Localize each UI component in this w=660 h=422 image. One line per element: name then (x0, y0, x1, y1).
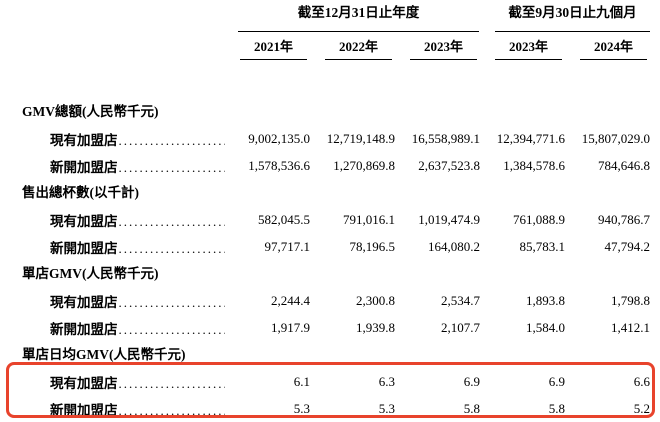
dot-leader (119, 376, 226, 392)
value-cell: 5.3 (378, 401, 395, 416)
section-title-row: 單店日均GMV(人民幣千元) (0, 341, 660, 368)
row-label: 新開加盟店 (50, 240, 118, 256)
row-label-cell: 新開加盟店 (0, 318, 225, 338)
value-cell: 2,637,523.8 (418, 158, 480, 173)
table-body: GMV總額(人民幣千元) 現有加盟店 9,002,135.0 12,719,148.9… (0, 98, 660, 422)
row-label: 現有加盟店 (50, 132, 118, 148)
year-header-cell: 2021年 (225, 32, 310, 60)
value-cell: 2,300.8 (356, 293, 395, 308)
header-body-gap (0, 60, 660, 98)
value-cell: 15,807,029.0 (581, 131, 650, 146)
value-cell: 1,798.8 (611, 293, 650, 308)
row-label-cell: 現有加盟店 (0, 372, 225, 392)
table-group-header-row: 截至12月31日止年度 截至9月30日止九個月 (0, 0, 660, 32)
year-header-spacer (0, 32, 225, 60)
column-group-year-ended-dec31: 截至12月31日止年度 (238, 0, 479, 32)
row-label-cell: 現有加盟店 (0, 291, 225, 311)
value-cell: 6.9 (463, 374, 480, 389)
table-row: 現有加盟店 6.1 6.3 6.9 6.9 6.6 (0, 368, 660, 395)
value-cell: 97,717.1 (264, 239, 311, 254)
row-label: 新開加盟店 (50, 159, 118, 175)
dot-leader (119, 403, 226, 419)
section-title-row: GMV總額(人民幣千元) (0, 98, 660, 125)
value-cell: 6.6 (633, 374, 650, 389)
value-cell: 940,786.7 (598, 212, 650, 227)
value-cell: 9,002,135.0 (248, 131, 310, 146)
row-label: 現有加盟店 (50, 213, 118, 229)
row-label-cell: 新開加盟店 (0, 156, 225, 176)
dot-leader (119, 322, 226, 338)
value-cell: 1,584.0 (526, 320, 565, 335)
year-header-cell: 2022年 (310, 32, 395, 60)
value-cell: 1,917.9 (271, 320, 310, 335)
section-title: 單店GMV(人民幣千元) (22, 266, 159, 281)
section-title-row: 單店GMV(人民幣千元) (0, 260, 660, 287)
table-row: 現有加盟店 2,244.4 2,300.8 2,534.7 1,893.8 1,798.8 (0, 287, 660, 314)
value-cell: 582,045.5 (258, 212, 310, 227)
value-cell: 5.2 (633, 401, 650, 416)
value-cell: 6.9 (548, 374, 565, 389)
row-label: 新開加盟店 (50, 321, 118, 337)
table-row: 現有加盟店 9,002,135.0 12,719,148.9 16,558,989.1… (0, 125, 660, 152)
value-cell: 12,719,148.9 (326, 131, 395, 146)
value-cell: 1,412.1 (611, 320, 650, 335)
row-label-cell: 新開加盟店 (0, 399, 225, 419)
value-cell: 1,578,536.6 (248, 158, 310, 173)
value-cell: 2,244.4 (271, 293, 310, 308)
table-row: 新開加盟店 5.3 5.3 5.8 5.8 5.2 (0, 395, 660, 422)
year-header-cell: 2023年 (395, 32, 480, 60)
section-title-row: 售出總杯數(以千計) (0, 179, 660, 206)
section-title: 售出總杯數(以千計) (22, 185, 139, 200)
row-label-cell: 新開加盟店 (0, 237, 225, 257)
dot-leader (119, 214, 226, 230)
section-title: GMV總額(人民幣千元) (22, 104, 159, 119)
value-cell: 78,196.5 (349, 239, 396, 254)
dot-leader (119, 241, 226, 257)
value-cell: 47,794.2 (604, 239, 651, 254)
table-year-header-row: 2021年 2022年 2023年 2023年 2024年 (0, 32, 660, 60)
dot-leader (119, 295, 226, 311)
year-header-2021: 2021年 (240, 34, 307, 60)
value-cell: 784,646.8 (598, 158, 650, 173)
table-row: 新開加盟店 1,578,536.6 1,270,869.8 2,637,523.8 1,… (0, 152, 660, 179)
value-cell: 1,893.8 (526, 293, 565, 308)
section-title: 單店日均GMV(人民幣千元) (22, 347, 186, 362)
table-row: 新開加盟店 1,917.9 1,939.8 2,107.7 1,584.0 1,412.1 (0, 314, 660, 341)
value-cell: 6.1 (293, 374, 310, 389)
row-label: 新開加盟店 (50, 402, 118, 418)
value-cell: 12,394,771.6 (496, 131, 565, 146)
value-cell: 6.3 (378, 374, 395, 389)
value-cell: 85,783.1 (519, 239, 566, 254)
dot-leader (119, 133, 226, 149)
value-cell: 164,080.2 (428, 239, 480, 254)
value-cell: 1,270,869.8 (333, 158, 395, 173)
value-cell: 2,534.7 (441, 293, 480, 308)
value-cell: 761,088.9 (513, 212, 565, 227)
row-label: 現有加盟店 (50, 375, 118, 391)
year-header-cell: 2023年 (480, 32, 565, 60)
row-label: 現有加盟店 (50, 294, 118, 310)
row-label-cell: 現有加盟店 (0, 129, 225, 149)
value-cell: 2,107.7 (441, 320, 480, 335)
value-cell: 1,939.8 (356, 320, 395, 335)
value-cell: 5.3 (293, 401, 310, 416)
table-row: 新開加盟店 97,717.1 78,196.5 164,080.2 85,783.1 47… (0, 233, 660, 260)
column-group-nine-months-sep30: 截至9月30日止九個月 (495, 0, 650, 32)
year-header-cell: 2024年 (565, 32, 650, 60)
row-label-cell: 現有加盟店 (0, 210, 225, 230)
group-header-spacer (0, 0, 225, 32)
value-cell: 5.8 (463, 401, 480, 416)
year-header-2023-9m: 2023年 (495, 34, 562, 60)
year-header-2024-9m: 2024年 (580, 34, 647, 60)
value-cell: 16,558,989.1 (411, 131, 480, 146)
value-cell: 791,016.1 (343, 212, 395, 227)
value-cell: 1,019,474.9 (418, 212, 480, 227)
value-cell: 1,384,578.6 (503, 158, 565, 173)
year-header-2022: 2022年 (325, 34, 392, 60)
table-row: 現有加盟店 582,045.5 791,016.1 1,019,474.9 761,08… (0, 206, 660, 233)
dot-leader (119, 160, 226, 176)
year-header-2023: 2023年 (410, 34, 477, 60)
value-cell: 5.8 (548, 401, 565, 416)
